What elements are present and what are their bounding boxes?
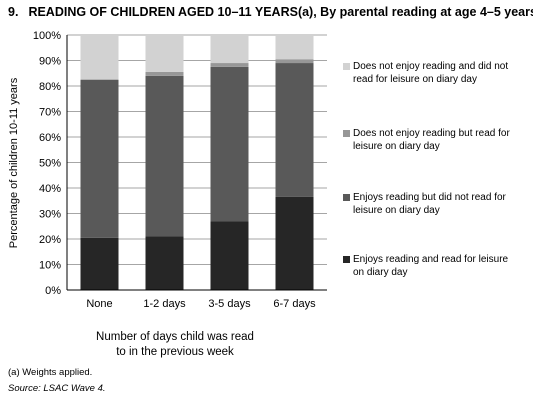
bar-segment [210,66,249,222]
bar-segment [210,35,249,64]
bar-segment [275,63,314,197]
legend-label-line: leisure on diary day [353,205,440,216]
chart-number: 9. [8,5,19,19]
legend-label-line: leisure on diary day [353,141,440,152]
bar-segment [145,75,184,237]
x-axis-label: Number of days child was read to in the … [70,330,280,360]
legend-label: Enjoys reading but did not read for leis… [353,191,528,217]
chart-plot: 0% 10% 20% 30% 40% 50% 60% 70% 80% 90% 100% None 1-2… [33,30,327,310]
chart-title: 9. READING OF CHILDREN AGED 10–11 YEARS(a… [8,5,533,19]
y-tick-label: 80% [39,81,61,93]
footnote: (a) Weights applied. [8,367,93,378]
legend-swatch [343,194,350,201]
legend-label-line: Enjoys reading and read for leisure [353,254,509,265]
bar-segment [275,59,314,64]
chart-title-text: READING OF CHILDREN AGED 10–11 YEARS(a),… [28,5,533,19]
y-tick-label: 90% [39,56,61,68]
y-tick-label: 100% [33,30,61,42]
legend-label-line: Enjoys reading but did not read for [353,192,506,203]
y-tick-label: 0% [45,285,61,297]
legend-label: Enjoys reading and read for leisure on d… [353,253,528,279]
bar-segment [145,71,184,76]
y-tick-label: 10% [39,260,61,272]
y-tick-label: 70% [39,107,61,119]
bar-segment [145,236,184,290]
legend-swatch [343,256,350,263]
bar-segment [275,35,314,60]
legend-label-line: Does not enjoy reading and did not [353,61,509,72]
x-axis-label-line-1: Number of days child was read [96,331,254,343]
y-tick-label: 60% [39,132,61,144]
y-tick-label: 30% [39,209,61,221]
bar-segment [210,63,249,67]
y-axis-label-text: Percentage of children 10-11 years [8,77,20,248]
legend-swatch [343,130,350,137]
bar-segment [80,237,119,290]
x-tick-label: None [86,298,112,310]
legend-label: Does not enjoy reading but read for leis… [353,127,528,153]
legend-label-line: read for leisure on diary day [353,74,477,85]
x-tick-label: 3-5 days [208,298,251,310]
bar-segment [275,196,314,290]
legend-label-line: Does not enjoy reading but read for [353,128,510,139]
x-tick-label: 6-7 days [273,298,316,310]
y-tick-label: 40% [39,183,61,195]
legend-label: Does not enjoy reading and did not read … [353,60,528,86]
x-axis-label-line-2: to in the previous week [116,346,234,358]
source-note: Source: LSAC Wave 4. [8,383,106,394]
bar-segment [210,221,249,290]
y-tick-label: 50% [39,158,61,170]
y-axis-label: Percentage of children 10-11 years [7,35,21,290]
x-tick-label: 1-2 days [143,298,186,310]
bar-segment [80,79,119,238]
bar-segment [145,35,184,72]
y-tick-label: 20% [39,234,61,246]
bar-segment [80,35,119,80]
legend-swatch [343,63,350,70]
legend-label-line: on diary day [353,267,408,278]
